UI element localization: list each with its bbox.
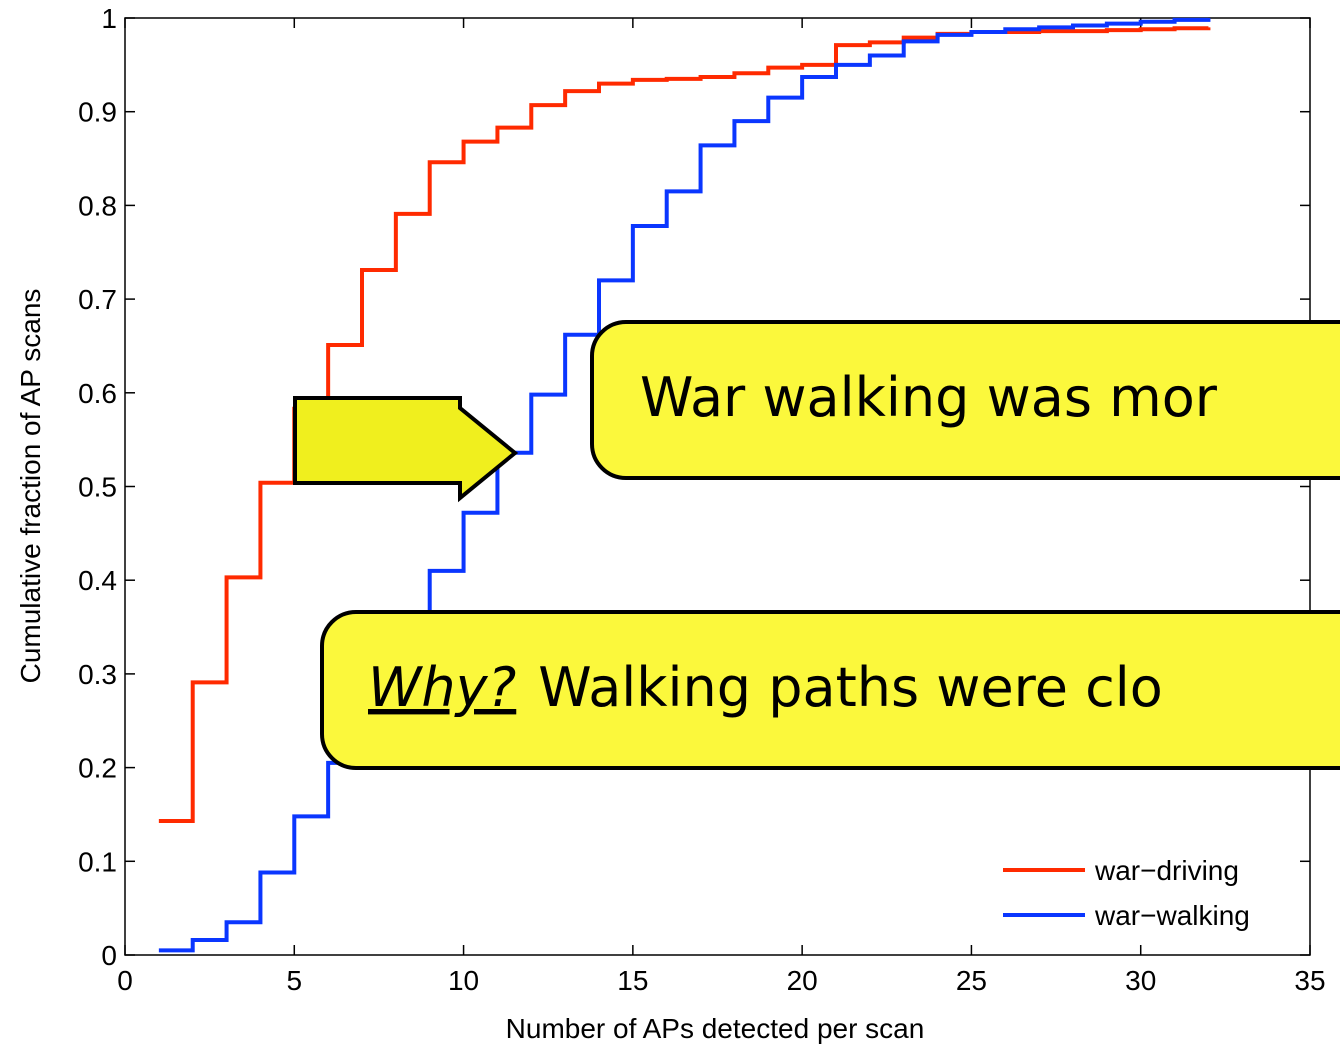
x-tick-label: 5 <box>286 965 302 996</box>
plot-area: 0 5 10 15 20 25 30 35 0 0.1 0.2 0.3 0.4 0.5 0.6 0.7 0.8 0… <box>78 3 1326 996</box>
x-axis-label: Number of APs detected per scan <box>506 1013 925 1044</box>
arrow <box>293 396 519 503</box>
y-tick-label: 0.5 <box>78 472 117 503</box>
y-tick-label: 0.9 <box>78 97 117 128</box>
series-line <box>158 26 1211 824</box>
x-tick-label: 10 <box>448 965 479 996</box>
y-axis-label: Cumulative fraction of AP scans <box>15 289 46 684</box>
x-tick-label: 0 <box>117 965 133 996</box>
callout-body: Walking paths were clo <box>538 656 1163 719</box>
y-tick-label: 0.7 <box>78 284 117 315</box>
x-tick-label: 25 <box>956 965 987 996</box>
y-tick-label: 0 <box>101 940 117 971</box>
callout-emphasis: Why? <box>368 656 516 719</box>
y-tick-label: 1 <box>101 3 117 34</box>
y-tick-label: 0.1 <box>78 846 117 877</box>
x-tick-label: 15 <box>617 965 648 996</box>
x-tick-label: 20 <box>787 965 818 996</box>
callout-box <box>320 610 1340 770</box>
x-tick-label: 30 <box>1125 965 1156 996</box>
callout-text: War walking was mor <box>640 366 1218 429</box>
callout-text: Why? Walking paths were clo <box>368 656 1163 719</box>
y-tick-label: 0.2 <box>78 753 117 784</box>
callout-box <box>590 320 1340 480</box>
legend-label: war−driving <box>1094 855 1239 886</box>
y-tick-label: 0.4 <box>78 565 117 596</box>
overlays: War walking was mor Why? Walking paths we… <box>293 320 1340 770</box>
y-tick-label: 0.3 <box>78 659 117 690</box>
y-tick-label: 0.8 <box>78 190 117 221</box>
x-tick-label: 35 <box>1294 965 1325 996</box>
y-tick-label: 0.6 <box>78 378 117 409</box>
legend-label: war−walking <box>1094 900 1250 931</box>
